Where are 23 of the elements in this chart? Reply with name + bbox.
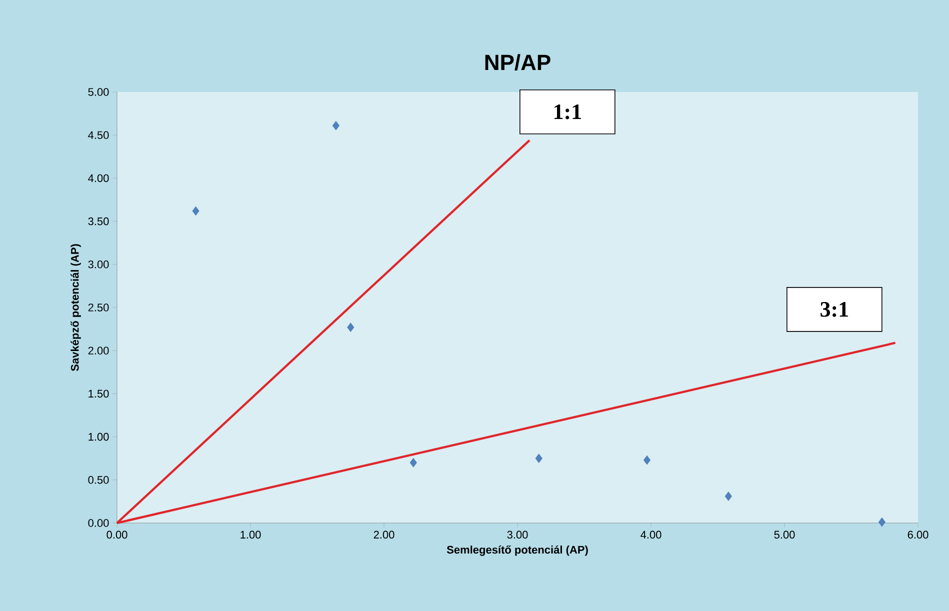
x-tick-label: 2.00 [374, 530, 394, 539]
x-axis-title: Semlegesítő potenciál (AP) [446, 545, 588, 556]
x-tick-label: 5.00 [774, 530, 795, 539]
annotation: 1:1 [554, 104, 581, 120]
chart-title: NP/AP [485, 54, 550, 70]
y-axis-title: Savképző potenciál (AP) [70, 244, 81, 372]
y-tick-label: 1.00 [88, 432, 109, 441]
y-tick-label: 0.50 [88, 476, 109, 484]
x-tick-label: 3.00 [507, 530, 528, 539]
y-tick-label: 2.00 [88, 346, 109, 354]
x-tick-label: 4.00 [640, 530, 662, 539]
x-tick-label: 6.00 [908, 530, 928, 539]
y-tick-label: 4.00 [88, 174, 109, 182]
y-tick-label: 3.50 [88, 217, 109, 226]
y-tick-label: 1.50 [88, 390, 109, 398]
y-tick-label: 4.50 [88, 131, 109, 139]
y-tick-label: 3.00 [88, 260, 109, 268]
annotation: 3:1 [820, 302, 848, 317]
y-tick-label: 0.00 [88, 519, 109, 527]
y-tick-label: 5.00 [88, 88, 109, 96]
x-tick-label: 0.00 [106, 530, 128, 539]
y-tick-label: 2.50 [88, 304, 109, 312]
x-tick-label: 1.00 [240, 530, 261, 539]
